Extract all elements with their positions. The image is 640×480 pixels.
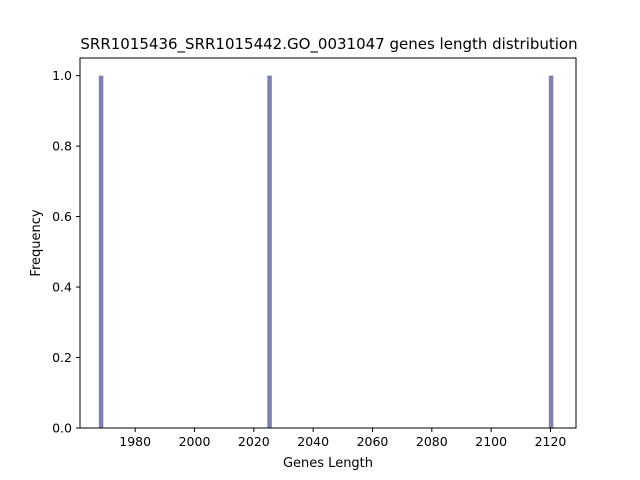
y-tick-label-2: 0.4 xyxy=(52,280,72,295)
bars-group xyxy=(98,75,554,428)
chart-title: SRR1015436_SRR1015442.GO_0031047 genes l… xyxy=(80,35,577,54)
histogram-bar-2 xyxy=(548,75,554,428)
y-tick-label-0: 0.0 xyxy=(52,421,72,436)
x-tick-label-7: 2120 xyxy=(535,434,567,449)
x-tick-label-4: 2060 xyxy=(357,434,389,449)
y-tick-label-1: 0.2 xyxy=(52,350,72,365)
x-tick-label-2: 2020 xyxy=(238,434,270,449)
x-tick-label-0: 1980 xyxy=(119,434,151,449)
histogram-bar-1 xyxy=(267,75,272,428)
plot-frame xyxy=(79,57,577,429)
x-axis-ticks: 1980 2000 2020 2040 2060 2080 2100 2120 xyxy=(119,428,566,449)
y-axis-label: Frequency xyxy=(29,209,44,276)
y-tick-label-5: 1.0 xyxy=(52,68,72,83)
x-tick-label-3: 2040 xyxy=(297,434,329,449)
x-tick-label-5: 2080 xyxy=(416,434,448,449)
x-axis-label: Genes Length xyxy=(283,456,373,471)
x-tick-label-1: 2000 xyxy=(179,434,211,449)
y-tick-label-4: 0.8 xyxy=(52,139,72,154)
y-axis-ticks: 0.0 0.2 0.4 0.6 0.8 1.0 xyxy=(52,68,80,436)
x-tick-label-6: 2100 xyxy=(475,434,507,449)
histogram-bar-0 xyxy=(98,75,104,428)
y-tick-label-3: 0.6 xyxy=(52,209,72,224)
